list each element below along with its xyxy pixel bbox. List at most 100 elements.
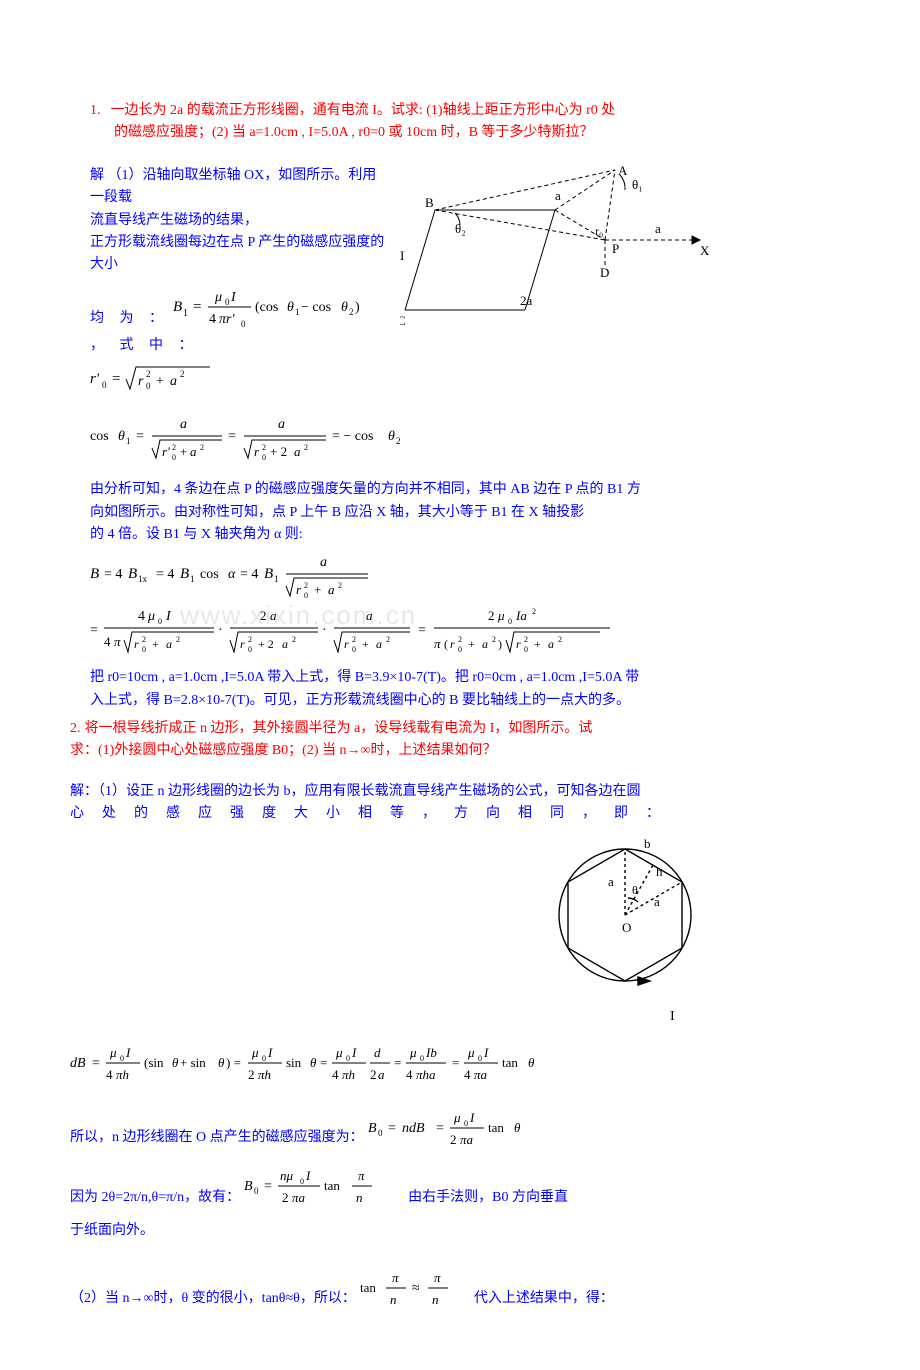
formula-cos: cos θ 1 = a r' 0 2 + a 2 = a r 0 2 + 2 a…	[90, 410, 420, 464]
svg-text:=: =	[228, 429, 236, 444]
svg-text:r: r	[240, 637, 245, 651]
svg-text:2: 2	[524, 635, 528, 644]
svg-text:μ: μ	[453, 1110, 461, 1125]
formula-dB: dB = μ 0 I 4 πh (sin θ + sin θ ) = μ 0 I…	[70, 1041, 550, 1087]
svg-text:d: d	[374, 1045, 381, 1060]
svg-text:+: +	[156, 374, 164, 389]
svg-text:θ: θ	[310, 1055, 317, 1070]
svg-text:θ: θ	[287, 300, 294, 315]
svg-text:tan: tan	[360, 1280, 376, 1295]
fig2-a: a	[608, 874, 614, 889]
svg-text:2: 2	[172, 443, 176, 452]
svg-text:) =: ) =	[226, 1055, 241, 1070]
svg-text:= 4: = 4	[156, 567, 174, 582]
svg-text:=: =	[90, 623, 98, 638]
svg-text:0: 0	[158, 617, 162, 626]
fig2-a2: a	[654, 894, 660, 909]
svg-text:1: 1	[190, 574, 195, 584]
svg-text:r: r	[516, 637, 521, 651]
svg-text:2: 2	[292, 635, 296, 644]
svg-text:μ: μ	[214, 290, 222, 305]
svg-text:− cos: − cos	[301, 300, 331, 315]
svg-text:=: =	[436, 1121, 444, 1136]
svg-text:2: 2	[352, 635, 356, 644]
svg-text:a: a	[366, 608, 373, 623]
fig1-C: C	[400, 313, 406, 328]
svg-text:0: 0	[241, 319, 246, 329]
svg-text:πr': πr'	[219, 312, 235, 327]
prob2-line1: 将一根导线折成正 n 边形，其外接圆半径为 a，设导线载有电流为 I，如图所示。…	[85, 721, 593, 736]
svg-text:n: n	[356, 1190, 363, 1205]
fig1-A: A	[618, 165, 628, 178]
svg-text:πa: πa	[460, 1132, 474, 1147]
sol1-para2-l2: 向如图所示。由对称性可知，点 P 上午 B 应沿 X 轴，其大小等于 B1 在 …	[90, 502, 710, 524]
svg-text:= − cos: = − cos	[332, 429, 373, 444]
svg-text:θ: θ	[172, 1055, 179, 1070]
svg-text:π: π	[358, 1168, 365, 1183]
svg-text:2: 2	[396, 436, 401, 446]
svg-text:0: 0	[378, 1128, 383, 1138]
svg-text:nμ: nμ	[280, 1168, 294, 1183]
svg-text:B: B	[368, 1121, 377, 1136]
svg-text:2: 2	[248, 1067, 255, 1082]
svg-text:1: 1	[126, 436, 131, 446]
svg-text:4: 4	[406, 1067, 413, 1082]
svg-text:a: a	[282, 637, 288, 651]
svg-text:0: 0	[352, 645, 356, 654]
svg-text:·: ·	[322, 623, 327, 638]
svg-text:1: 1	[274, 574, 279, 584]
solution-1: A B C D I P X a a 2a r₀ θ₁ θ₂ 解 （1）沿轴向取坐…	[90, 165, 710, 712]
svg-text:B: B	[180, 566, 189, 582]
svg-text:dB: dB	[70, 1056, 86, 1071]
svg-text:=: =	[418, 623, 426, 638]
svg-text:): )	[498, 637, 502, 651]
svg-text:= 4: = 4	[240, 567, 258, 582]
formula-b1: B 1 = μ 0 I 4 πr' 0 (cos θ 1 − cos θ 2 )	[173, 283, 373, 331]
svg-text:B: B	[244, 1179, 253, 1194]
svg-text:2: 2	[260, 608, 267, 623]
svg-text:1: 1	[183, 308, 188, 319]
svg-text:tan: tan	[324, 1178, 340, 1193]
svg-text:μ: μ	[497, 608, 505, 623]
svg-text:μ: μ	[467, 1045, 475, 1060]
prob1-line2: 的磁感应强度；(2) 当 a=1.0cm , I=5.0A , r0=0 或 1…	[114, 125, 593, 140]
svg-text:2: 2	[304, 581, 308, 590]
svg-text:r: r	[344, 637, 349, 651]
svg-text:0: 0	[262, 1054, 266, 1063]
svg-text:2: 2	[180, 369, 185, 379]
svg-text:sin: sin	[286, 1055, 302, 1070]
svg-text:2: 2	[558, 635, 562, 644]
svg-text:+: +	[362, 637, 369, 651]
svg-text:=: =	[320, 1055, 327, 1070]
svg-text:0: 0	[248, 645, 252, 654]
svg-text:2: 2	[450, 1132, 457, 1147]
svg-text:a: a	[378, 1067, 385, 1082]
svg-text:+: +	[534, 637, 541, 651]
sol1-result-l1: 把 r0=10cm , a=1.0cm ,I=5.0A 带入上式，得 B=3.9…	[90, 667, 710, 689]
sol2-mid2-right: 由右手法则，B0 方向垂直	[408, 1187, 568, 1209]
svg-text:2: 2	[532, 607, 536, 616]
sol2-part2-right: 代入上述结果中，得：	[474, 1288, 614, 1310]
svg-text:I: I	[125, 1045, 131, 1060]
svg-text:πa: πa	[292, 1190, 306, 1205]
svg-text:4: 4	[209, 312, 216, 327]
formula-B0-final: B 0 = nμ 0 I 2 πa tan π n	[244, 1164, 404, 1210]
svg-text:θ: θ	[341, 300, 348, 315]
svg-text:): )	[355, 300, 360, 315]
svg-text:r: r	[134, 637, 139, 651]
sol1-eq1-left: 均 为 ：	[90, 308, 169, 330]
svg-text:θ: θ	[118, 429, 125, 444]
fig1-r0: r₀	[595, 224, 603, 238]
svg-text:πh: πh	[342, 1067, 355, 1082]
prob2-figure: b h a θ a O I	[540, 830, 710, 1035]
svg-text:2: 2	[386, 635, 390, 644]
svg-text:0: 0	[420, 1054, 424, 1063]
svg-text:=: =	[193, 299, 201, 315]
svg-text:2: 2	[282, 1190, 289, 1205]
svg-text:+: +	[180, 444, 187, 459]
svg-text:π: π	[434, 1270, 441, 1285]
svg-text:0: 0	[478, 1054, 482, 1063]
formula-B0-ndB: B 0 = ndB = μ 0 I 2 πa tan θ	[368, 1106, 568, 1150]
svg-text:I: I	[165, 609, 172, 624]
svg-text:= 4: = 4	[104, 567, 122, 582]
